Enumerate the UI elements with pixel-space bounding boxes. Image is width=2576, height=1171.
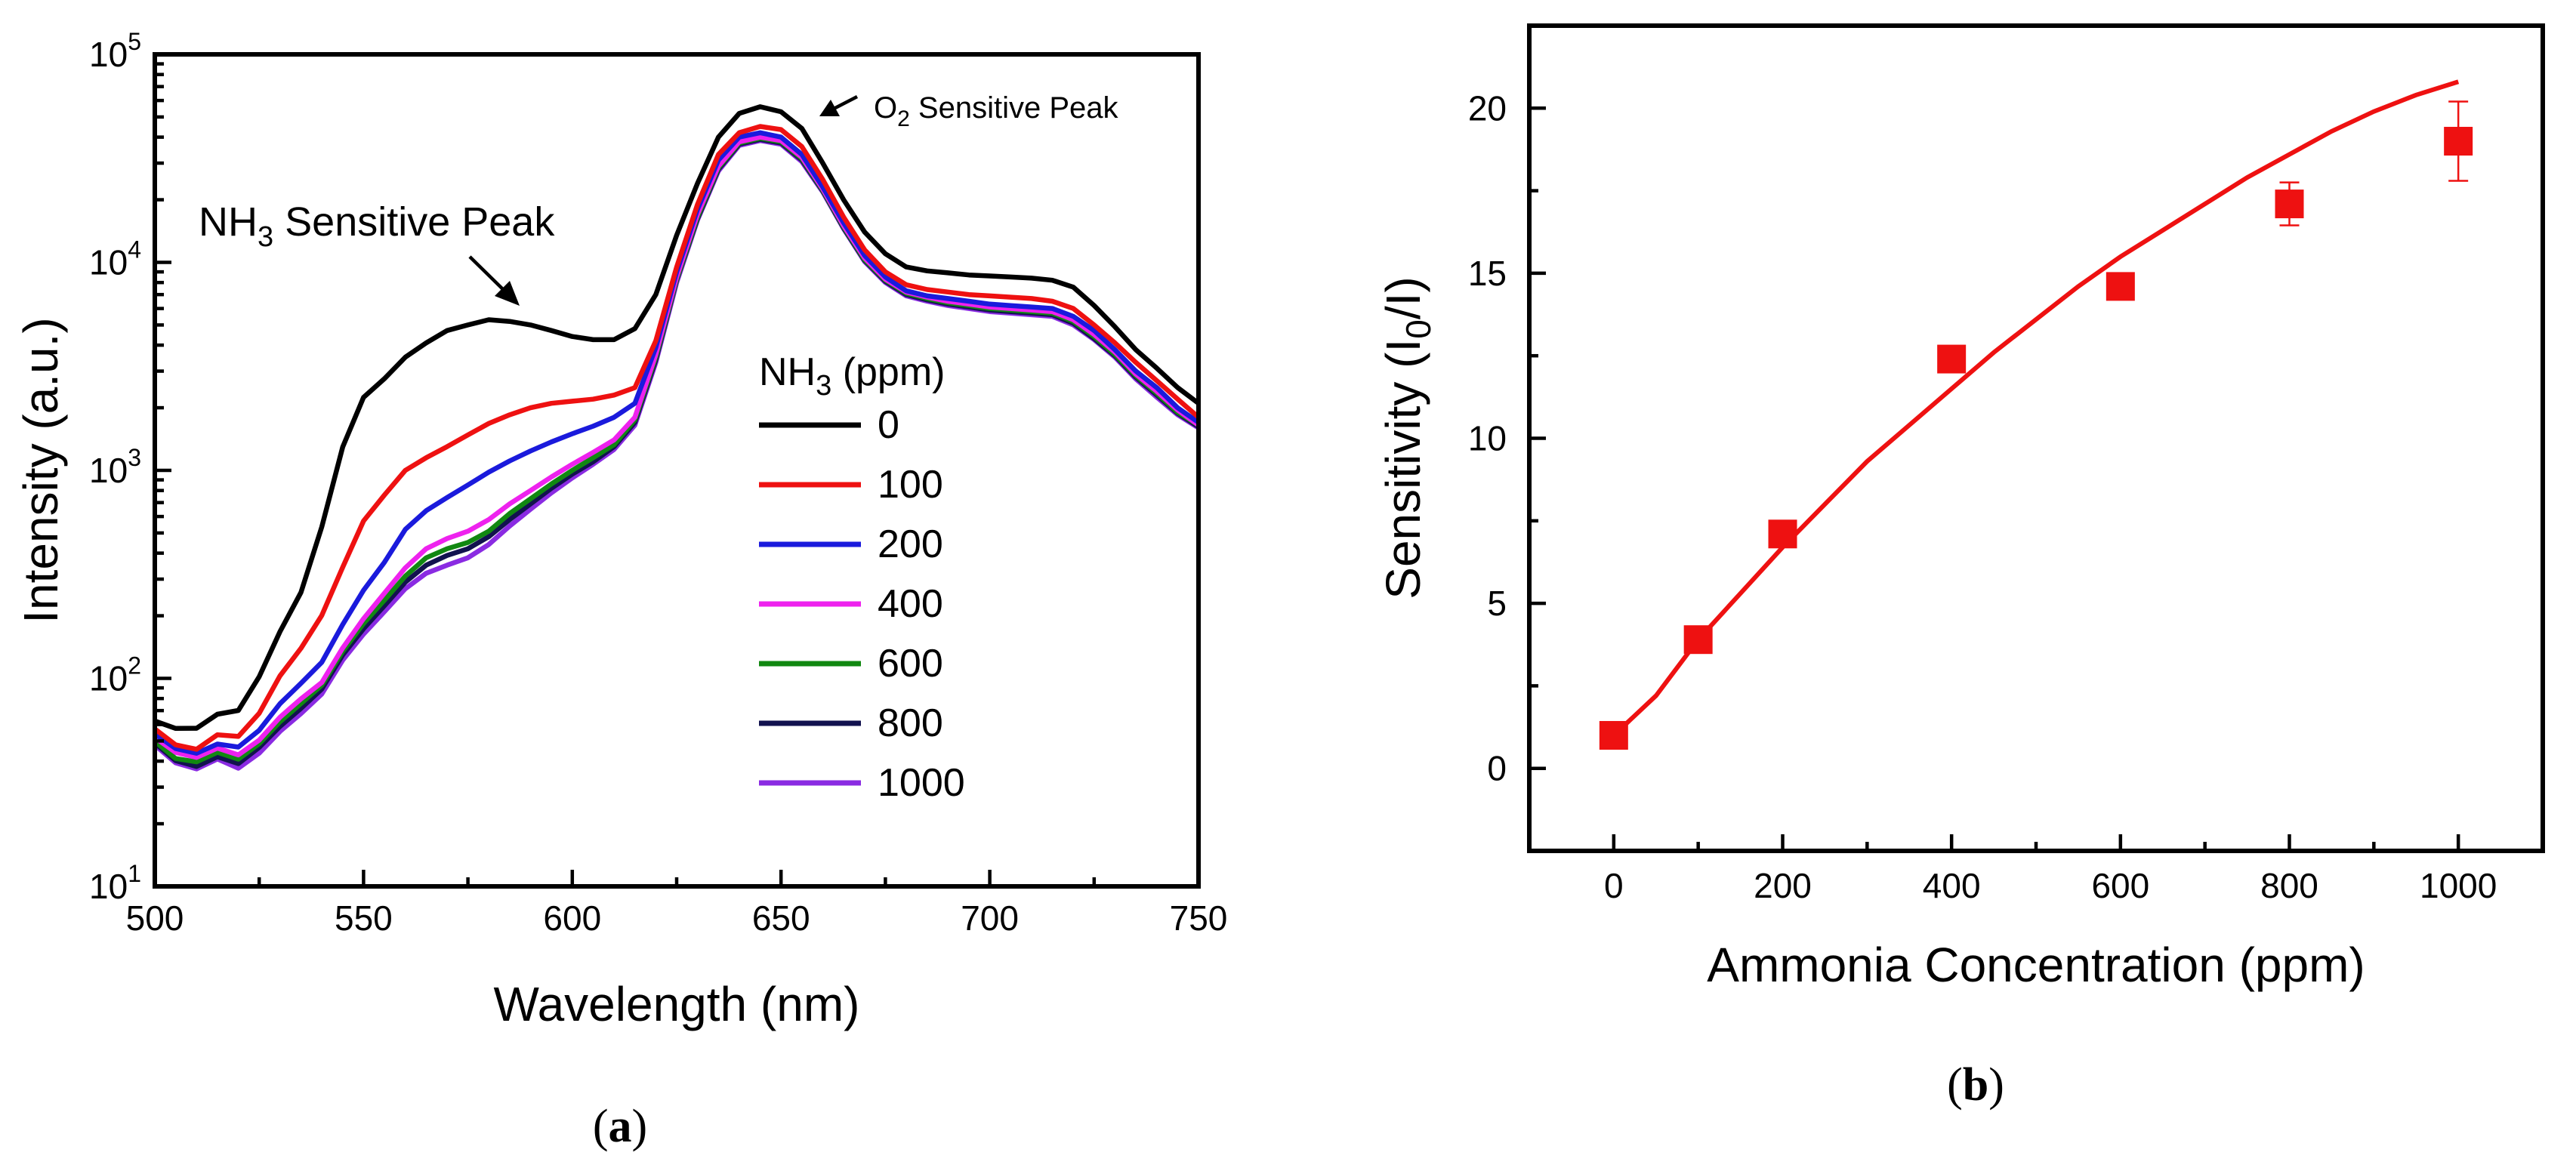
panel-a-series-group	[153, 104, 1201, 772]
nh3-peak-arrow	[468, 255, 520, 306]
panel-a-x-tick-label: 650	[752, 898, 810, 938]
panel-b-y-tick-label: 10	[1468, 419, 1507, 458]
data-point	[1599, 720, 1628, 750]
panel-b-x-tick-label: 0	[1604, 866, 1624, 905]
o2-peak-annotation-suffix: Sensitive Peak	[910, 91, 1119, 125]
panel-b-x-tick-label: 600	[2091, 866, 2149, 905]
legend-label-400: 400	[878, 582, 943, 626]
nh3-peak-annotation-prefix: NH	[199, 199, 258, 245]
data-point	[2444, 127, 2473, 156]
panel-b-x-tick-label: 200	[1754, 866, 1812, 905]
nh3-peak-annotation: NH3 Sensitive Peak	[199, 199, 555, 253]
panel-b-x-tick-label: 1000	[2420, 866, 2497, 905]
panel-b-data-group	[1599, 79, 2473, 750]
panel-b-y-axis-label-subscript: 0	[1399, 319, 1438, 339]
panel-a-y-tick-label: 102	[89, 652, 141, 698]
data-point	[2106, 272, 2135, 301]
data-point	[1937, 344, 1967, 374]
panel-b-ticks: 0 200 400 600 800 1000 0 5 10 15 20	[1468, 23, 2545, 905]
panel-a-x-tick-label: 700	[961, 898, 1019, 938]
panel-a-x-tick-label: 750	[1170, 898, 1228, 938]
o2-peak-arrow	[819, 95, 859, 116]
caption-a-letter: a	[609, 1101, 632, 1152]
caption-b-letter: b	[1963, 1059, 1988, 1111]
fit-curve	[1612, 79, 2460, 738]
caption-a-close: )	[632, 1101, 648, 1152]
data-point	[1683, 625, 1713, 655]
panel-b-y-tick-label: 0	[1487, 749, 1507, 788]
caption-a-open: (	[593, 1101, 609, 1152]
panel-b-x-tick-label: 400	[1923, 866, 1981, 905]
panel-a-x-tick-label: 600	[543, 898, 601, 938]
panel-a-x-tick-label: 500	[126, 898, 184, 938]
data-point	[2275, 190, 2304, 219]
caption-a: (a)	[593, 1101, 647, 1152]
panel-a-y-tick-label: 105	[89, 28, 141, 74]
legend-label-200: 200	[878, 522, 943, 566]
panel-a-y-axis-label: Intensity (a.u.)	[14, 317, 68, 624]
panel-a-ticks: 500 550 600 650 700 750 101 102 103 104 105	[89, 28, 1227, 938]
panel-a-y-tick-label: 104	[89, 236, 141, 282]
panel-a-y-tick-label: 101	[89, 860, 141, 906]
legend-label-1000: 1000	[878, 761, 965, 805]
panel-b-x-axis-label: Ammonia Concentration (ppm)	[1707, 938, 2365, 992]
legend-label-600: 600	[878, 642, 943, 686]
panel-b-plot-frame	[1527, 23, 2545, 853]
caption-b: (b)	[1947, 1059, 2004, 1111]
legend-title-prefix: NH	[759, 350, 816, 394]
panel-b-y-axis-label: Sensitivity (I0/I)	[1376, 276, 1438, 599]
legend: 0 100 200 400 600 800 1000	[759, 403, 965, 805]
panel-b-sensitivity-chart: 0 200 400 600 800 1000 0 5 10 15 20 Ammonia Concen…	[1376, 23, 2545, 992]
caption-b-close: )	[1988, 1059, 2004, 1111]
panel-b-x-tick-label: 800	[2260, 866, 2318, 905]
legend-title-subscript: 3	[816, 370, 831, 402]
series-line-0	[153, 104, 1200, 732]
series-line-100	[153, 124, 1201, 752]
legend-label-800: 800	[878, 701, 943, 745]
legend-label-0: 0	[878, 403, 899, 447]
o2-peak-annotation-subscript: 2	[897, 106, 910, 131]
panel-b-y-tick-label: 5	[1487, 584, 1507, 623]
panel-a-spectrum-chart: 500 550 600 650 700 750 101 102 103 104 105 Wavele…	[14, 28, 1227, 1031]
panel-a-x-axis-label: Wavelength (nm)	[494, 977, 860, 1031]
panel-b-y-axis-label-prefix: Sensitivity (I	[1376, 339, 1430, 599]
panel-b-y-tick-label: 20	[1468, 88, 1507, 128]
legend-title: NH3 (ppm)	[759, 350, 946, 402]
panel-a-y-tick-label: 103	[89, 444, 141, 490]
legend-title-suffix: (ppm)	[831, 350, 945, 394]
panel-b-y-tick-label: 15	[1468, 254, 1507, 293]
legend-label-100: 100	[878, 463, 943, 507]
data-point	[1768, 519, 1797, 549]
panel-a-plot-frame	[153, 52, 1201, 889]
panel-b-y-axis-label-suffix: /I)	[1376, 276, 1430, 319]
o2-peak-annotation: O2 Sensitive Peak	[874, 91, 1119, 131]
caption-b-open: (	[1947, 1059, 1963, 1111]
nh3-peak-annotation-subscript: 3	[258, 221, 273, 253]
panel-a-x-tick-label: 550	[335, 898, 393, 938]
o2-peak-annotation-prefix: O	[874, 91, 897, 125]
nh3-peak-annotation-suffix: Sensitive Peak	[273, 199, 555, 245]
